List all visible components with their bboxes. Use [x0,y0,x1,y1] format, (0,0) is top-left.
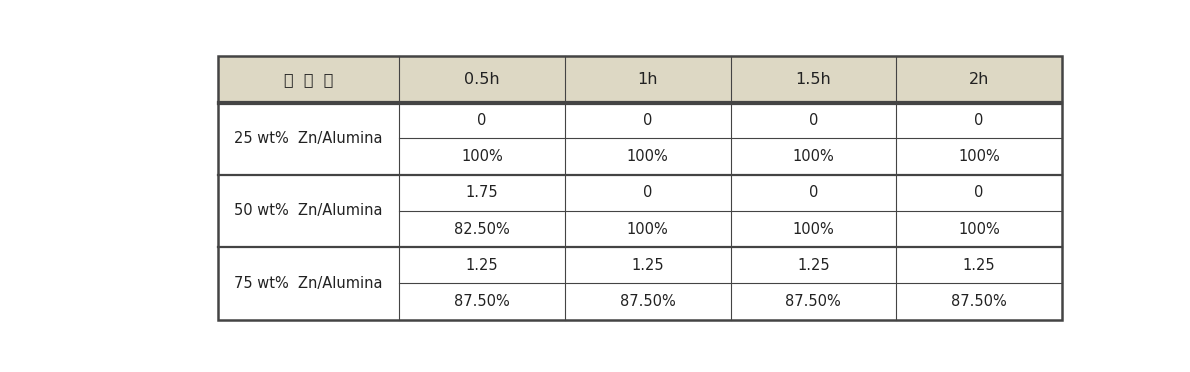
Bar [400,211,565,247]
Bar [896,138,1061,175]
Bar [218,102,400,175]
Bar [731,138,896,175]
Bar [896,56,1061,102]
Bar [400,102,565,138]
Bar [218,175,400,247]
Text: 100%: 100% [958,149,1000,164]
Bar [565,283,731,320]
Bar [731,247,896,283]
Bar [565,247,731,283]
Bar [896,102,1061,138]
Text: 87.50%: 87.50% [951,294,1007,309]
Text: 0: 0 [643,113,652,128]
Bar [400,247,565,283]
Text: 75 wt%  Zn/Alumina: 75 wt% Zn/Alumina [234,276,383,291]
Text: 25 wt%  Zn/Alumina: 25 wt% Zn/Alumina [234,131,383,146]
Text: 100%: 100% [627,149,669,164]
Text: 1.5h: 1.5h [795,72,832,87]
Text: 0: 0 [643,185,652,200]
Text: 100%: 100% [958,222,1000,237]
Text: 1.25: 1.25 [632,258,664,273]
Text: 87.50%: 87.50% [785,294,841,309]
Text: 0: 0 [809,185,818,200]
Bar [400,56,565,102]
Bar [565,138,731,175]
Text: 0: 0 [975,113,984,128]
Bar [896,211,1061,247]
Text: 1.25: 1.25 [963,258,995,273]
Bar [400,175,565,211]
Text: 0: 0 [975,185,984,200]
Bar [896,247,1061,283]
Text: 1.25: 1.25 [797,258,829,273]
Bar [731,211,896,247]
Text: 2h: 2h [969,72,989,87]
Text: 1h: 1h [638,72,658,87]
Bar [565,211,731,247]
Bar [731,283,896,320]
Text: 100%: 100% [793,149,834,164]
Text: 82.50%: 82.50% [455,222,511,237]
Text: 1.25: 1.25 [465,258,499,273]
Bar [565,175,731,211]
Text: 87.50%: 87.50% [620,294,676,309]
Text: 100%: 100% [793,222,834,237]
Bar [400,283,565,320]
Text: 0: 0 [477,113,487,128]
Text: 100%: 100% [462,149,503,164]
Bar [896,175,1061,211]
Bar [218,247,400,320]
Bar [218,56,400,102]
Bar [400,138,565,175]
Text: 0.5h: 0.5h [464,72,500,87]
Text: 1.75: 1.75 [465,185,499,200]
Bar [731,102,896,138]
Bar [896,283,1061,320]
Text: 흡  착  제: 흡 착 제 [284,72,333,87]
Bar [565,102,731,138]
Bar [565,56,731,102]
Text: 87.50%: 87.50% [455,294,511,309]
Text: 0: 0 [809,113,818,128]
Bar [731,56,896,102]
Text: 50 wt%  Zn/Alumina: 50 wt% Zn/Alumina [234,203,383,218]
Bar [731,175,896,211]
Text: 100%: 100% [627,222,669,237]
